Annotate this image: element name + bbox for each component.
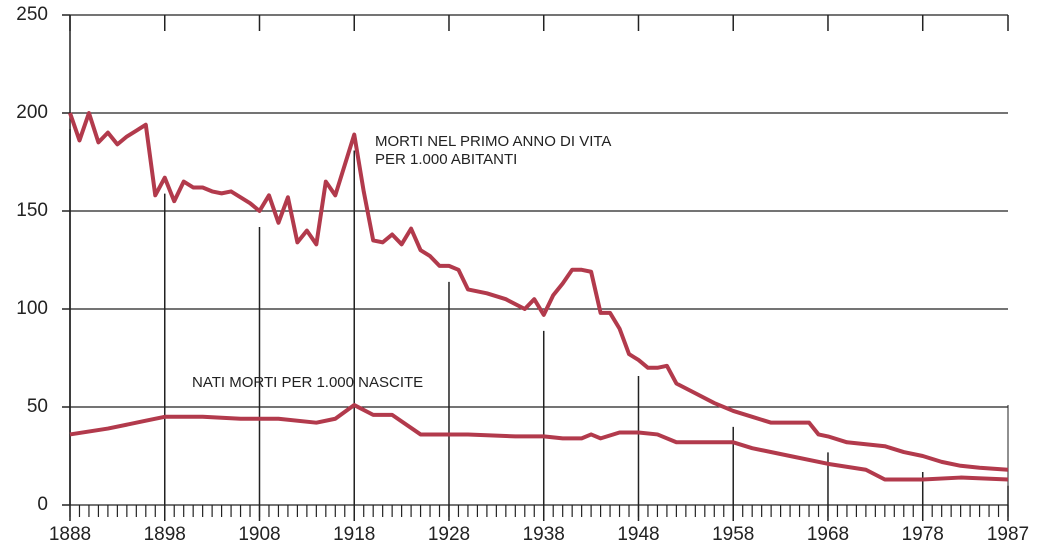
x-tick-label: 1958: [712, 524, 754, 545]
x-tick-label: 1987: [987, 524, 1029, 545]
x-tick-label: 1978: [902, 524, 944, 545]
y-tick-label: 250: [16, 4, 48, 25]
annotation: NATI MORTI PER 1.000 NASCITE: [192, 374, 423, 391]
annotation: MORTI NEL PRIMO ANNO DI VITA: [375, 133, 611, 150]
y-tick-label: 200: [16, 102, 48, 123]
x-tick-label: 1938: [523, 524, 565, 545]
y-tick-label: 150: [16, 200, 48, 221]
y-tick-label: 0: [37, 494, 48, 515]
series-line: [68, 111, 1009, 472]
x-tick-label: 1928: [428, 524, 470, 545]
x-tick-label: 1968: [807, 524, 849, 545]
x-tick-label: 1918: [333, 524, 375, 545]
x-tick-label: 1908: [238, 524, 280, 545]
y-tick-label: 50: [27, 396, 48, 417]
x-tick-label: 1898: [144, 524, 186, 545]
x-tick-label: 1888: [49, 524, 91, 545]
x-tick-label: 1948: [617, 524, 659, 545]
y-tick-label: 100: [16, 298, 48, 319]
series-line: [69, 403, 1009, 482]
annotation: PER 1.000 ABITANTI: [375, 151, 517, 168]
